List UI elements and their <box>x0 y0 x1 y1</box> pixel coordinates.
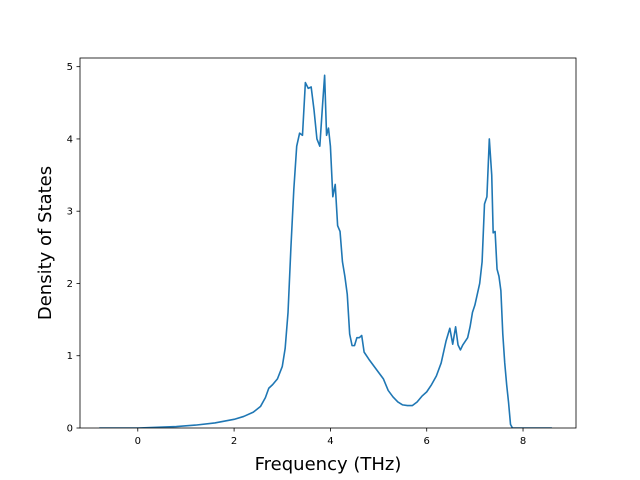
y-tick-label: 2 <box>67 279 73 290</box>
x-tick-label: 6 <box>424 436 430 447</box>
y-axis-ticks: 0 1 2 3 4 5 <box>67 62 80 435</box>
y-tick-label: 0 <box>67 424 73 435</box>
series-line-0 <box>99 74 552 428</box>
plot-area <box>99 74 552 428</box>
y-tick-label: 4 <box>67 134 73 145</box>
axes-frame <box>79 57 577 429</box>
y-tick-label: 3 <box>67 207 73 218</box>
y-axis-label: Density of States <box>35 166 56 320</box>
x-tick-label: 0 <box>135 436 141 447</box>
y-tick-label: 1 <box>67 351 73 362</box>
x-axis-label: Frequency (THz) <box>255 454 402 475</box>
x-tick-label: 8 <box>520 436 526 447</box>
y-tick-label: 5 <box>67 62 73 73</box>
x-tick-label: 4 <box>327 436 333 447</box>
x-tick-label: 2 <box>231 436 237 447</box>
x-axis-ticks: 0 2 4 6 8 <box>135 428 526 447</box>
